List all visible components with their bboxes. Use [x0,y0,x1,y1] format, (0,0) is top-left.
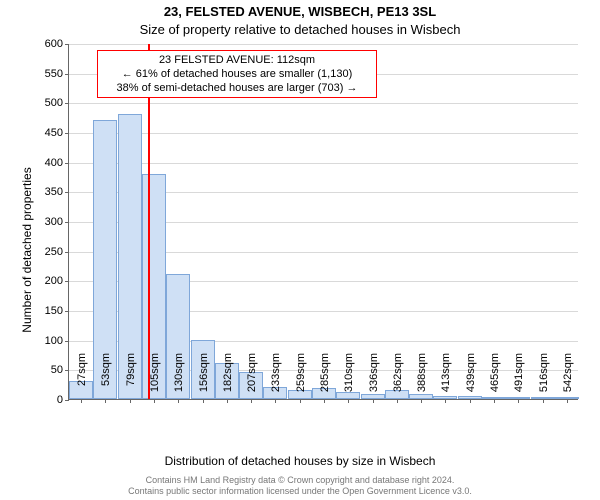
ytick-label: 550 [45,68,63,80]
ytick-mark [65,252,69,253]
gridline [69,103,578,104]
xtick-label: 465sqm [489,353,501,403]
ytick-mark [65,281,69,282]
annotation-line: ← 61% of detached houses are smaller (1,… [104,67,370,81]
ytick-label: 350 [45,186,63,198]
license-line1: Contains HM Land Registry data © Crown c… [146,475,455,485]
ytick-label: 450 [45,127,63,139]
annotation-line: 38% of semi-detached houses are larger (… [104,81,370,95]
ytick-label: 0 [57,394,63,406]
license-line2: Contains public sector information licen… [128,486,472,496]
ytick-label: 50 [51,364,63,376]
xtick-label: 542sqm [562,353,574,403]
xtick-label: 362sqm [392,353,404,403]
annotation-line: 23 FELSTED AVENUE: 112sqm [104,53,370,67]
ytick-mark [65,370,69,371]
ytick-mark [65,74,69,75]
ytick-mark [65,400,69,401]
ytick-mark [65,311,69,312]
plot-area: 05010015020025030035040045050055060027sq… [68,44,578,400]
y-axis-label: Number of detached properties [20,150,40,350]
ytick-label: 600 [45,38,63,50]
xtick-label: 259sqm [295,353,307,403]
ytick-mark [65,222,69,223]
xtick-label: 491sqm [513,353,525,403]
gridline [69,44,578,45]
xtick-label: 233sqm [270,353,282,403]
xtick-label: 105sqm [149,353,161,403]
ytick-label: 150 [45,305,63,317]
xtick-label: 130sqm [173,353,185,403]
ytick-mark [65,163,69,164]
xtick-label: 336sqm [368,353,380,403]
chart-title-line2: Size of property relative to detached ho… [0,22,600,37]
ytick-label: 250 [45,246,63,258]
ytick-label: 200 [45,275,63,287]
ytick-mark [65,44,69,45]
xtick-label: 516sqm [538,353,550,403]
ytick-mark [65,192,69,193]
x-axis-label: Distribution of detached houses by size … [0,454,600,468]
xtick-label: 388sqm [416,353,428,403]
xtick-label: 285sqm [319,353,331,403]
ytick-label: 400 [45,157,63,169]
ytick-mark [65,341,69,342]
gridline [69,163,578,164]
xtick-label: 27sqm [76,353,88,403]
xtick-label: 79sqm [125,353,137,403]
ytick-mark [65,133,69,134]
xtick-label: 207sqm [246,353,258,403]
xtick-label: 182sqm [222,353,234,403]
gridline [69,133,578,134]
xtick-label: 439sqm [465,353,477,403]
ytick-mark [65,103,69,104]
xtick-label: 413sqm [440,353,452,403]
ytick-label: 100 [45,335,63,347]
ytick-label: 300 [45,216,63,228]
xtick-label: 310sqm [343,353,355,403]
xtick-label: 53sqm [100,353,112,403]
ytick-label: 500 [45,97,63,109]
license-text: Contains HM Land Registry data © Crown c… [0,475,600,497]
annotation-box: 23 FELSTED AVENUE: 112sqm← 61% of detach… [97,50,377,98]
chart-title-line1: 23, FELSTED AVENUE, WISBECH, PE13 3SL [0,4,600,19]
xtick-label: 156sqm [198,353,210,403]
